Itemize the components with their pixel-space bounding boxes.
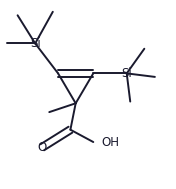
Text: OH: OH xyxy=(101,136,119,149)
Text: Si: Si xyxy=(30,37,41,50)
Text: Si: Si xyxy=(121,67,132,80)
Text: O: O xyxy=(38,141,47,154)
